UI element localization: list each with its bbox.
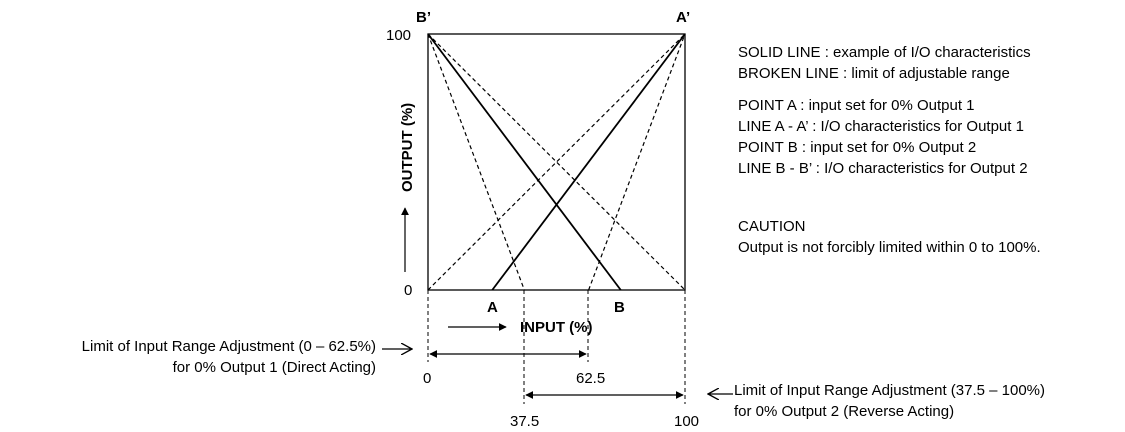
legend-point-a: POINT A : input set for 0% Output 1	[738, 97, 975, 114]
left-range-note: Limit of Input Range Adjustment (0 – 62.…	[8, 336, 376, 378]
legend-group-2: POINT A : input set for 0% Output 1 LINE…	[738, 95, 1028, 179]
y-axis-label: OUTPUT (%)	[399, 103, 416, 192]
right-range-note: Limit of Input Range Adjustment (37.5 – …	[734, 380, 1045, 422]
dashed-limit-line-3	[588, 33, 686, 291]
solid-io-line-1	[427, 33, 622, 291]
corner-label-a-prime: A’	[676, 9, 690, 26]
scale-label-37-5: 37.5	[510, 413, 539, 430]
scale-label-100: 100	[674, 413, 699, 430]
dashed-limit-line-4	[427, 33, 686, 291]
caution-block: CAUTION Output is not forcibly limited w…	[738, 216, 1041, 258]
legend-broken-line: BROKEN LINE : limit of adjustable range	[738, 65, 1010, 82]
legend-line-a: LINE A - A’ : I/O characteristics for Ou…	[738, 118, 1024, 135]
left-note-line-2: for 0% Output 1 (Direct Acting)	[172, 359, 376, 376]
legend-line-b: LINE B - B’ : I/O characteristics for Ou…	[738, 160, 1028, 177]
y-tick-0: 0	[404, 282, 412, 299]
right-note-line-2: for 0% Output 2 (Reverse Acting)	[734, 403, 955, 420]
x-axis-label: INPUT (%)	[520, 319, 593, 336]
left-note-line-1: Limit of Input Range Adjustment (0 – 62.…	[81, 338, 376, 355]
caution-text: Output is not forcibly limited within 0 …	[738, 239, 1041, 256]
dashed-limit-line-2	[427, 33, 686, 291]
y-tick-100: 100	[386, 27, 411, 44]
legend-solid-line: SOLID LINE : example of I/O characterist…	[738, 44, 1031, 61]
plot-frame	[427, 33, 686, 291]
legend-group-1: SOLID LINE : example of I/O characterist…	[738, 42, 1031, 84]
point-a-label: A	[487, 299, 498, 316]
dashed-limit-line-5	[427, 33, 525, 291]
solid-io-line-0	[491, 33, 686, 291]
scale-label-0: 0	[423, 370, 431, 387]
right-note-line-1: Limit of Input Range Adjustment (37.5 – …	[734, 382, 1046, 399]
corner-label-b-prime: B’	[416, 9, 431, 26]
caution-title: CAUTION	[738, 218, 806, 235]
point-b-label: B	[614, 299, 625, 316]
series-layer	[427, 33, 686, 291]
scale-label-62-5: 62.5	[576, 370, 605, 387]
legend-point-b: POINT B : input set for 0% Output 2	[738, 139, 977, 156]
